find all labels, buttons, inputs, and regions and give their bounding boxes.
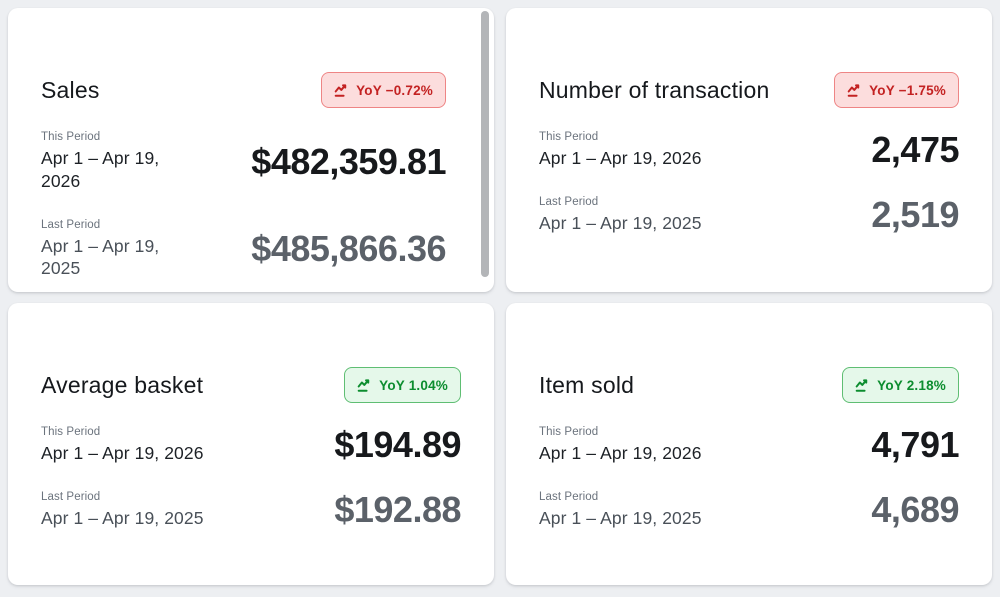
period-info: Last Period Apr 1 – Apr 19, 2025 — [539, 196, 702, 235]
period-label: This Period — [539, 426, 599, 438]
card-title: Sales — [41, 76, 100, 103]
period-info: This Period Apr 1 – Apr 19, 2026 — [539, 131, 702, 170]
period-range: Apr 1 – Apr 19, 2025 — [41, 507, 204, 528]
kpi-card-average-basket: Average basket YoY 1.04% This Period Apr… — [8, 303, 494, 585]
scrollbar-thumb[interactable] — [481, 11, 489, 277]
periods: This Period Apr 1 – Apr 19, 2026 2,475 L… — [539, 131, 959, 235]
period-label: Last Period — [539, 490, 599, 503]
period-row-last: Last Period Apr 1 – Apr 19, 2025 $485,86… — [41, 219, 446, 281]
card-title: Average basket — [41, 371, 204, 398]
card-header: Item sold YoY 2.18% — [539, 365, 959, 405]
kpi-card-transactions: Number of transaction YoY −1.75% This Pe… — [506, 8, 992, 292]
periods: This Period Apr 1 – Apr 19, 2026 $194.89… — [41, 426, 461, 530]
period-range: Apr 1 – Apr 19, 2026 — [539, 443, 702, 463]
period-value: $482,359.81 — [251, 140, 446, 182]
yoy-badge-label: YoY 2.18% — [877, 377, 946, 393]
period-label: This Period — [41, 131, 101, 143]
period-range: Apr 1 – Apr 19, 2026 — [41, 443, 204, 463]
period-row-last: Last Period Apr 1 – Apr 19, 2025 $192.88 — [41, 491, 461, 530]
trend-line-icon — [357, 378, 372, 393]
yoy-badge-label: YoY −1.75% — [869, 82, 946, 98]
periods: This Period Apr 1 – Apr 19, 2026 $482,35… — [41, 131, 446, 280]
period-info: This Period Apr 1 – Apr 19, 2026 — [41, 426, 204, 465]
period-value: 4,689 — [871, 489, 959, 531]
yoy-badge: YoY −1.75% — [834, 72, 959, 108]
card-header: Average basket YoY 1.04% — [41, 365, 461, 405]
period-range: Apr 1 – Apr 19, 2025 — [41, 235, 160, 279]
period-label: Last Period — [41, 490, 101, 503]
period-info: Last Period Apr 1 – Apr 19, 2025 — [41, 219, 191, 281]
period-value: 4,791 — [871, 424, 959, 466]
card-header: Number of transaction YoY −1.75% — [539, 70, 959, 110]
period-label: This Period — [539, 131, 599, 143]
period-range: Apr 1 – Apr 19, 2025 — [539, 507, 702, 528]
card-title: Number of transaction — [539, 76, 770, 103]
kpi-card-items-sold: Item sold YoY 2.18% This Period Apr 1 – … — [506, 303, 992, 585]
kpi-card-sales: Sales YoY −0.72% This Period Apr 1 – Apr… — [8, 8, 494, 292]
yoy-badge: YoY 2.18% — [842, 367, 959, 403]
period-info: This Period Apr 1 – Apr 19, 2026 — [41, 131, 191, 193]
yoy-badge: YoY −0.72% — [321, 72, 446, 108]
period-value: $485,866.36 — [251, 228, 446, 270]
period-range: Apr 1 – Apr 19, 2025 — [539, 212, 702, 233]
period-row-this: This Period Apr 1 – Apr 19, 2026 4,791 — [539, 426, 959, 465]
period-value: $192.88 — [334, 489, 461, 531]
period-range: Apr 1 – Apr 19, 2026 — [41, 148, 160, 191]
period-row-this: This Period Apr 1 – Apr 19, 2026 2,475 — [539, 131, 959, 170]
yoy-badge-label: YoY −0.72% — [356, 82, 433, 98]
period-info: Last Period Apr 1 – Apr 19, 2025 — [539, 491, 702, 530]
trend-line-icon — [847, 83, 862, 98]
period-label: Last Period — [539, 195, 599, 208]
trend-line-icon — [855, 378, 870, 393]
period-value: 2,519 — [871, 194, 959, 236]
periods: This Period Apr 1 – Apr 19, 2026 4,791 L… — [539, 426, 959, 530]
period-row-this: This Period Apr 1 – Apr 19, 2026 $194.89 — [41, 426, 461, 465]
card-header: Sales YoY −0.72% — [41, 70, 446, 110]
trend-line-icon — [334, 83, 349, 98]
period-value: 2,475 — [871, 129, 959, 171]
yoy-badge: YoY 1.04% — [344, 367, 461, 403]
yoy-badge-label: YoY 1.04% — [379, 377, 448, 393]
period-row-this: This Period Apr 1 – Apr 19, 2026 $482,35… — [41, 131, 446, 193]
period-label: This Period — [41, 426, 101, 438]
period-info: Last Period Apr 1 – Apr 19, 2025 — [41, 491, 204, 530]
card-title: Item sold — [539, 371, 635, 398]
period-range: Apr 1 – Apr 19, 2026 — [539, 148, 702, 168]
period-label: Last Period — [41, 218, 101, 231]
period-value: $194.89 — [334, 424, 461, 466]
period-row-last: Last Period Apr 1 – Apr 19, 2025 2,519 — [539, 196, 959, 235]
period-row-last: Last Period Apr 1 – Apr 19, 2025 4,689 — [539, 491, 959, 530]
period-info: This Period Apr 1 – Apr 19, 2026 — [539, 426, 702, 465]
